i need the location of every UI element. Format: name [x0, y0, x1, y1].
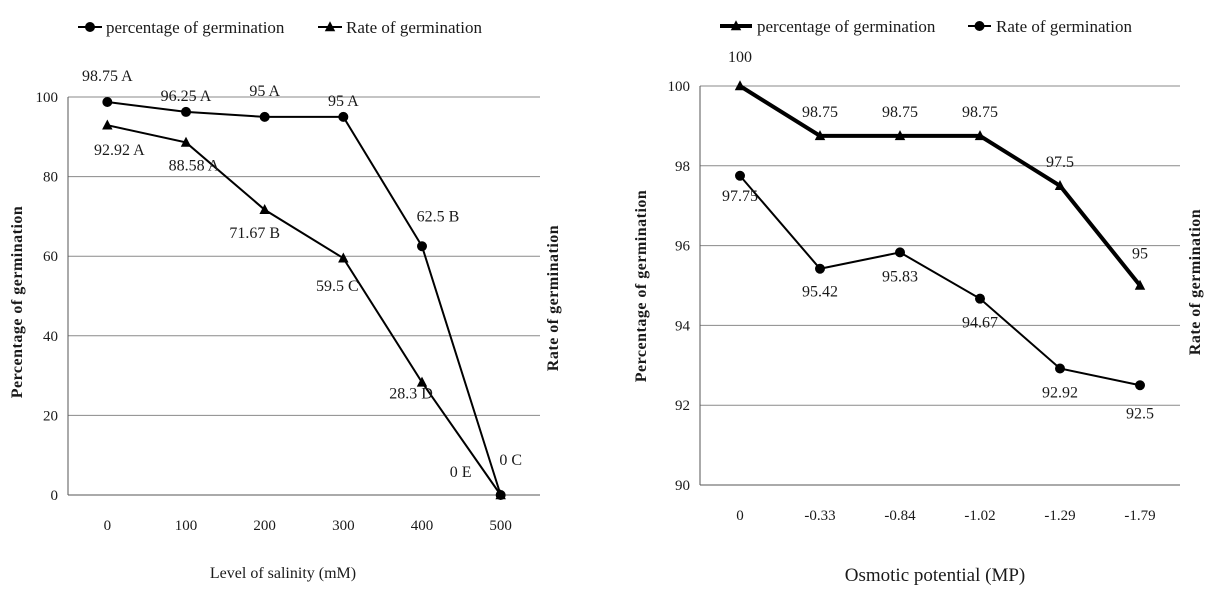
- osmotic-y-axis-title: Percentage of germination: [633, 190, 650, 383]
- osmotic-y-tick-label: 100: [668, 79, 691, 95]
- osmotic-data-point: [975, 293, 985, 304]
- salinity-data-point: [259, 204, 270, 215]
- salinity-data-label: 59.5 C: [316, 278, 359, 295]
- salinity-y-tick-label: 0: [51, 488, 59, 504]
- salinity-data-point: [495, 489, 506, 500]
- salinity-y-tick-label: 100: [36, 90, 59, 106]
- salinity-data-point: [180, 136, 192, 147]
- salinity-x-tick-label: 400: [411, 518, 434, 534]
- osmotic-legend-label: Rate of germination: [996, 17, 1132, 36]
- salinity-x-tick-label: 0: [104, 518, 112, 534]
- osmotic-data-label: 92.5: [1126, 405, 1154, 422]
- osmotic-y-tick-label: 92: [675, 398, 690, 414]
- osmotic-data-label: 98.75: [962, 104, 998, 121]
- osmotic-x-tick-label: -0.84: [884, 508, 916, 524]
- osmotic-y2-axis-title: Rate of germination: [1187, 209, 1204, 355]
- osmotic-y-tick-label: 98: [675, 159, 690, 175]
- osmotic-x-tick-label: -1.29: [1044, 508, 1075, 524]
- osmotic-data-label: 95.83: [882, 268, 918, 285]
- osmotic-y-tick-label: 90: [675, 478, 690, 494]
- salinity-data-point: [338, 111, 349, 122]
- salinity-y-tick-label: 20: [43, 408, 58, 424]
- osmotic-data-label: 97.75: [722, 188, 758, 205]
- salinity-legend: percentage of germination Rate of germina…: [78, 18, 482, 37]
- osmotic-data-label: 94.67: [962, 315, 998, 332]
- salinity-series-line: [107, 100, 502, 496]
- osmotic-series-line: [738, 84, 1142, 287]
- osmotic-data-label: 98.75: [802, 104, 838, 121]
- salinity-data-point: [259, 111, 270, 122]
- osmotic-chart: 90 92 94 96 98 100 0 -0.33 -0.84 -1.02 -1.29 -1.79 1…: [633, 17, 1204, 586]
- osmotic-data-label: 95: [1132, 246, 1148, 263]
- osmotic-data-point: [1134, 279, 1146, 290]
- osmotic-data-label: 97.5: [1046, 154, 1074, 171]
- salinity-data-point: [416, 376, 428, 387]
- salinity-data-label: 95 A: [249, 83, 280, 100]
- osmotic-series-line: [739, 175, 1141, 387]
- osmotic-data-point: [735, 170, 745, 181]
- osmotic-series-1: 100 98.75 98.75 98.75 97.5 95: [728, 49, 1148, 290]
- salinity-data-label: 96.25 A: [161, 88, 212, 105]
- salinity-chart: 0 20 40 60 80 100 0 100 200 300 400 500 98.75 A 96.25…: [9, 18, 562, 582]
- osmotic-x-tick-label: 0: [736, 508, 744, 524]
- osmotic-data-point: [895, 247, 905, 258]
- osmotic-legend: percentage of germination Rate of germina…: [720, 17, 1132, 36]
- salinity-series-2: 92.92 A 88.58 A 71.67 B 59.5 C 28.3 D 0 E: [94, 119, 506, 500]
- salinity-data-label: 98.75 A: [82, 68, 133, 85]
- salinity-legend-label: percentage of germination: [106, 18, 285, 37]
- osmotic-data-point: [1055, 363, 1065, 374]
- salinity-y-tick-label: 80: [43, 170, 58, 186]
- salinity-data-label: 0 C: [499, 452, 522, 469]
- osmotic-x-tick-label: -0.33: [804, 508, 835, 524]
- salinity-data-label: 92.92 A: [94, 142, 145, 159]
- salinity-data-label: 88.58 A: [169, 157, 220, 174]
- osmotic-legend-marker: [730, 20, 742, 31]
- salinity-legend-marker: [324, 21, 336, 32]
- osmotic-data-point: [1054, 180, 1066, 191]
- osmotic-x-tick-label: -1.79: [1124, 508, 1155, 524]
- salinity-data-label: 0 E: [450, 464, 472, 481]
- osmotic-data-label: 100: [728, 49, 752, 66]
- salinity-data-label: 28.3 D: [389, 385, 433, 402]
- osmotic-series-2: 97.75 95.42 95.83 94.67 92.92 92.5: [722, 170, 1154, 422]
- osmotic-data-label: 98.75: [882, 104, 918, 121]
- osmotic-x-axis-title: Osmotic potential (MP): [845, 565, 1025, 586]
- salinity-y-tick-label: 60: [43, 249, 58, 265]
- osmotic-data-point: [974, 130, 986, 141]
- salinity-y-tick-label: 40: [43, 329, 58, 345]
- salinity-series-line: [107, 124, 502, 496]
- salinity-legend-label: Rate of germination: [346, 18, 482, 37]
- salinity-data-point: [102, 96, 113, 107]
- salinity-data-point: [338, 252, 349, 263]
- salinity-y2-axis-title: Rate of germination: [545, 225, 562, 371]
- osmotic-data-point: [815, 263, 825, 274]
- osmotic-y-tick-label: 94: [675, 318, 691, 334]
- salinity-legend-marker: [85, 22, 95, 32]
- osmotic-data-point: [894, 130, 906, 141]
- salinity-y-axis-title: Percentage of germination: [9, 206, 26, 399]
- salinity-x-tick-label: 300: [332, 518, 355, 534]
- salinity-data-label: 95 A: [328, 93, 359, 110]
- salinity-data-label: 71.67 B: [229, 225, 280, 242]
- osmotic-gridlines: [700, 85, 1180, 486]
- salinity-x-tick-label: 500: [489, 518, 512, 534]
- osmotic-x-tick-label: -1.02: [964, 508, 995, 524]
- salinity-x-tick-label: 200: [253, 518, 276, 534]
- salinity-x-axis-title: Level of salinity (mM): [210, 565, 356, 582]
- osmotic-data-label: 95.42: [802, 284, 838, 301]
- osmotic-data-point: [734, 80, 746, 91]
- osmotic-legend-label: percentage of germination: [757, 17, 936, 36]
- osmotic-legend-marker: [974, 21, 985, 31]
- osmotic-data-label: 92.92: [1042, 384, 1078, 401]
- osmotic-data-point: [1135, 380, 1145, 391]
- osmotic-y-tick-label: 96: [675, 239, 691, 255]
- salinity-data-point: [102, 119, 113, 130]
- salinity-data-point: [181, 106, 191, 117]
- osmotic-data-point: [814, 130, 826, 141]
- salinity-data-label: 62.5 B: [417, 208, 460, 225]
- salinity-x-tick-label: 100: [175, 518, 198, 534]
- salinity-data-point: [417, 241, 427, 252]
